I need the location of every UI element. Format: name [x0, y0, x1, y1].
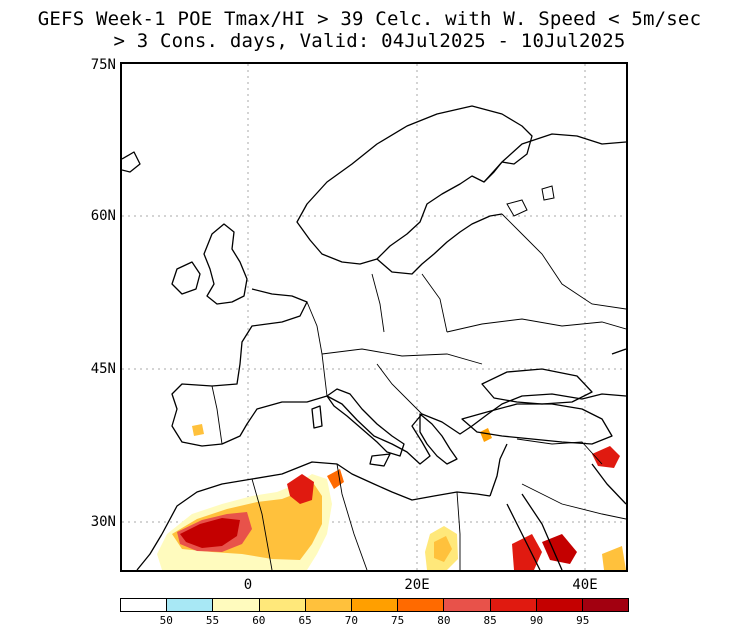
coast-greece [419, 413, 458, 465]
coastlines [122, 105, 626, 570]
colorbar-tick-label: 80 [437, 614, 451, 627]
shade-tunisia-spot [327, 469, 344, 489]
coast-britain [203, 223, 248, 305]
coast-turkey [461, 403, 613, 445]
lon-label-40e: 40E [572, 577, 598, 593]
coast-levant [489, 443, 508, 497]
colorbar-segment [167, 599, 214, 611]
border-arabia [521, 483, 626, 520]
colorbar-segment [213, 599, 260, 611]
shade-algeria-east [287, 474, 314, 504]
colorbar-segment [444, 599, 491, 611]
lon-label-20e: 20E [404, 577, 430, 593]
border-france-germany [306, 301, 328, 397]
coast-baltic [376, 213, 503, 275]
colorbar-tick-label: 75 [391, 614, 405, 627]
colorbar-segment [121, 599, 168, 611]
border-poland-east [421, 273, 448, 333]
colorbar-tick-label: 50 [159, 614, 173, 627]
colorbar-tick-label: 85 [483, 614, 497, 627]
coast-gulf [591, 463, 626, 505]
coast-caspian [611, 348, 626, 355]
shade-egypt [512, 534, 542, 570]
coast-iceland-edge [122, 151, 141, 173]
lat-label-60n: 60N [90, 208, 116, 224]
lat-label-30n: 30N [90, 514, 116, 530]
coast-scandinavia [296, 105, 533, 265]
map-panel [120, 62, 628, 572]
lake-onega [541, 185, 555, 201]
graticule [122, 64, 626, 570]
border-balkans [376, 363, 423, 415]
colorbar-tick-label: 95 [576, 614, 590, 627]
border-libya-egypt [456, 491, 461, 570]
border-central [321, 348, 483, 365]
border-iberia [211, 385, 223, 445]
border-syria-iraq [516, 438, 603, 465]
shade-nw-africa-hot [180, 518, 240, 548]
coast-sardinia [311, 405, 323, 429]
coast-italy [326, 388, 405, 457]
shade-levant [480, 428, 492, 442]
coast-sicily [369, 453, 391, 467]
chart-title-line-2: > 3 Cons. days, Valid: 04Jul2025 - 10Jul… [113, 30, 626, 52]
colorbar-tick-label: 65 [298, 614, 312, 627]
colorbar-segment [351, 599, 399, 611]
lake-ladoga [506, 199, 528, 217]
border-maghreb [251, 478, 273, 570]
chart-title-line-1: GEFS Week-1 POE Tmax/HI > 39 Celc. with … [37, 8, 702, 30]
country-borders [211, 213, 626, 570]
shade-egypt-2 [542, 534, 577, 564]
probability-shading [157, 424, 626, 570]
coast-north-africa [161, 461, 491, 535]
colorbar [120, 598, 629, 612]
colorbar-segment [490, 599, 537, 611]
shade-spain [192, 424, 204, 436]
lat-label-75n: 75N [90, 57, 116, 73]
colorbar-segment [305, 599, 352, 611]
coast-red-sea [506, 493, 563, 570]
map-canvas [122, 64, 626, 570]
colorbar-segment [536, 599, 583, 611]
lon-label-0: 0 [243, 577, 253, 593]
colorbar-segment [259, 599, 306, 611]
shade-gulf-spot [602, 546, 626, 570]
border-ukraine [446, 318, 626, 333]
colorbar-tick-label: 90 [529, 614, 544, 627]
shade-iraq [592, 446, 620, 468]
coast-black-sea [481, 368, 593, 405]
border-russia-north [501, 213, 626, 310]
coast-ireland [171, 261, 201, 295]
colorbar-tick-label: 55 [205, 614, 220, 627]
lat-label-45n: 45N [90, 361, 116, 377]
shade-libya-core [434, 536, 452, 562]
coast-finland-russia [483, 133, 626, 183]
colorbar-tick-label: 70 [344, 614, 358, 627]
coast-western-europe [171, 288, 626, 465]
colorbar-segment [582, 599, 629, 611]
colorbar-tick-label: 60 [252, 614, 266, 627]
colorbar-segment [398, 599, 445, 611]
coast-morocco-atlantic [136, 533, 163, 570]
border-algeria-libya [336, 463, 368, 570]
border-germany-poland [371, 273, 385, 333]
